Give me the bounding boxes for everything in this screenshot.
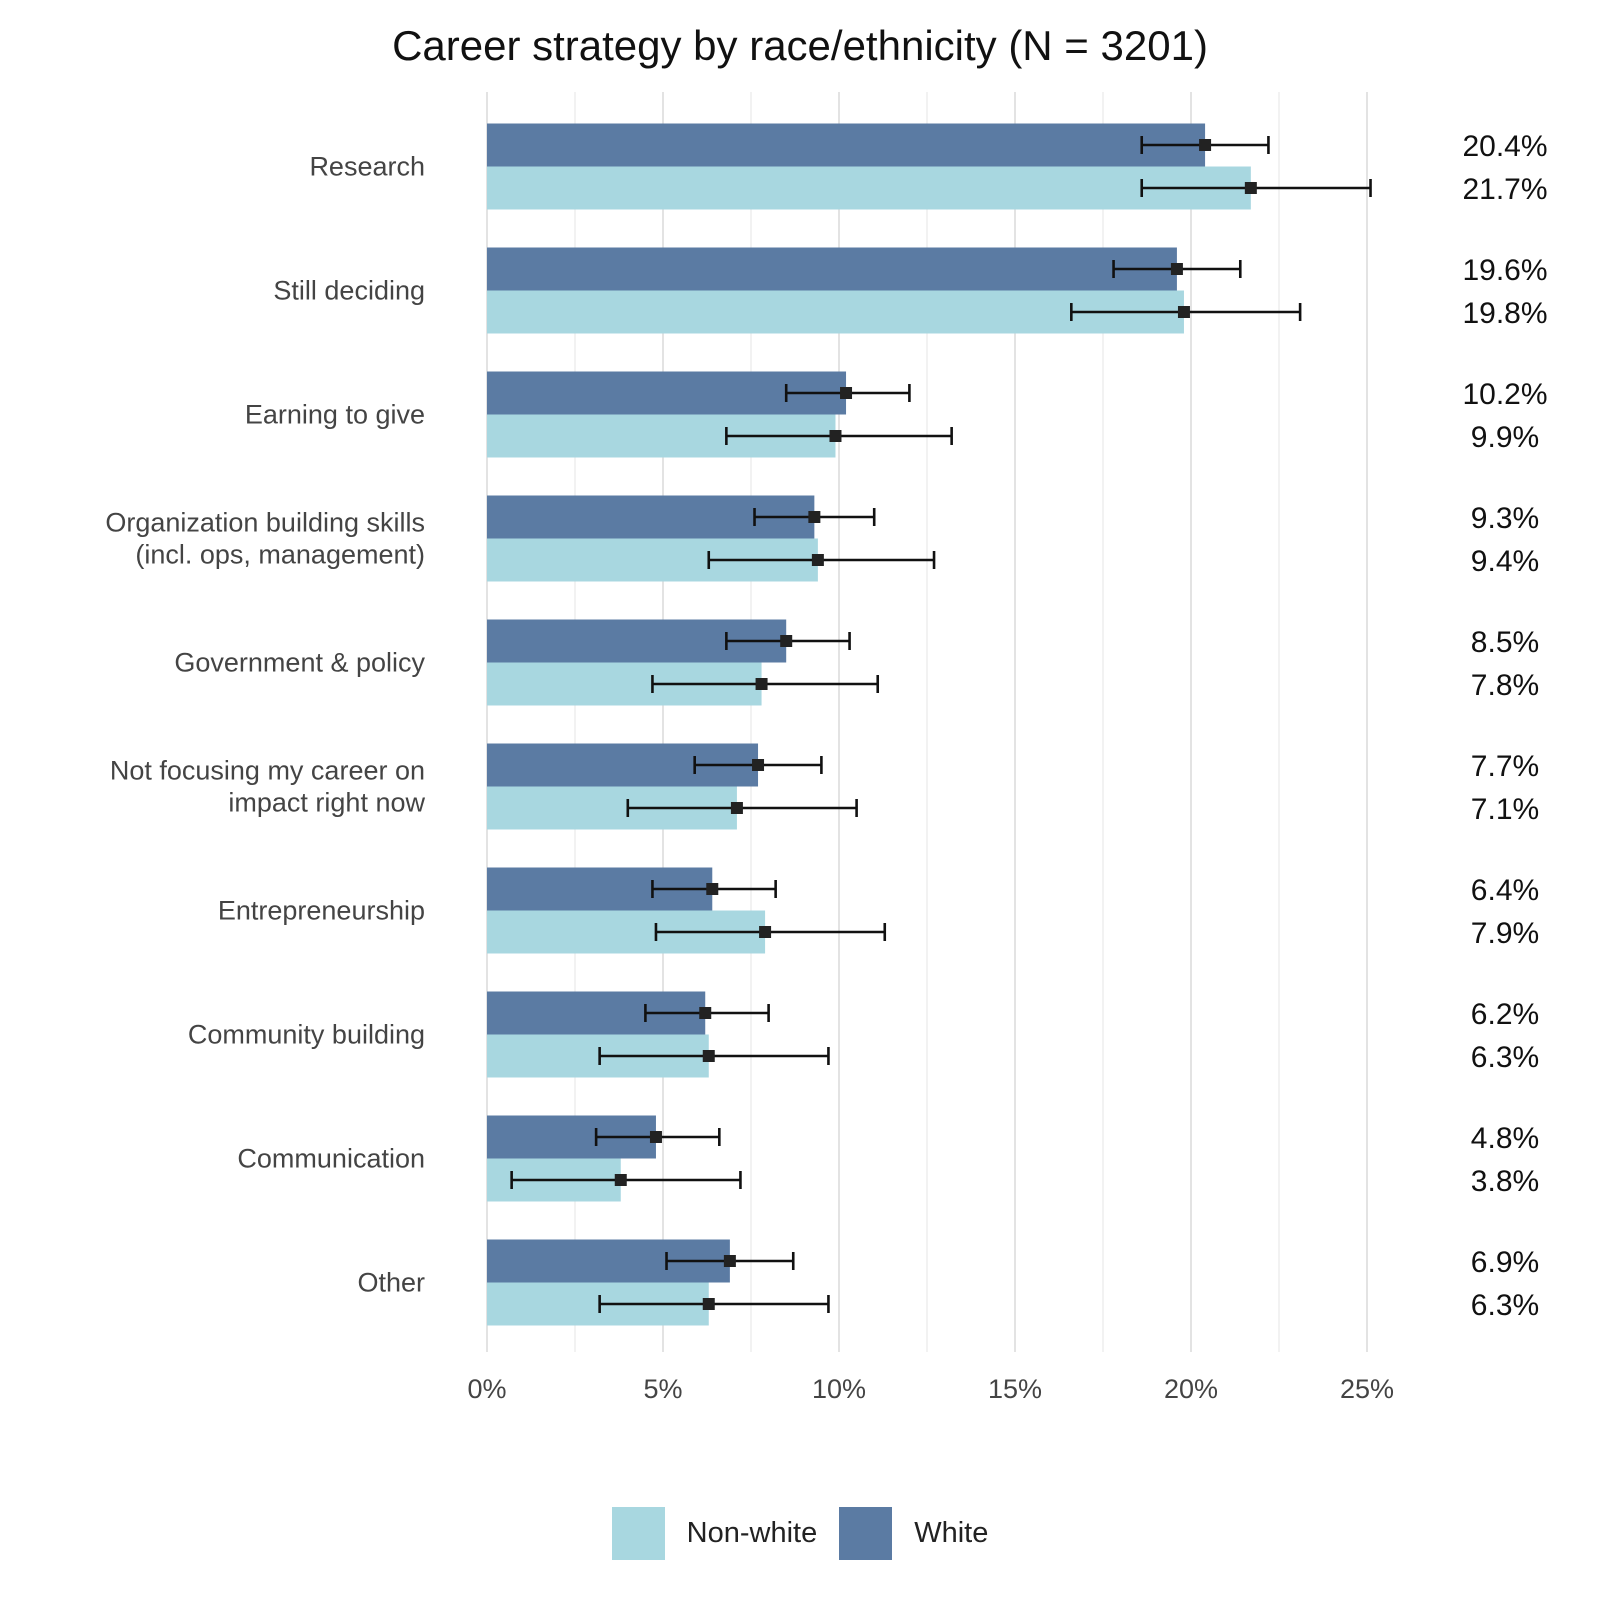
value-label-non-white: 21.7%: [1462, 173, 1547, 206]
point-estimate-white: [1199, 139, 1212, 151]
point-estimate-non-white: [702, 1298, 715, 1310]
value-label-non-white: 7.9%: [1471, 917, 1539, 950]
legend-swatch-non-white: [611, 1506, 665, 1560]
value-label-non-white: 9.4%: [1471, 545, 1539, 578]
value-label-non-white: 6.3%: [1471, 1289, 1539, 1322]
category-label-organization-building-skills-incl-ops-management: Organization building skills (incl. ops, …: [105, 508, 425, 570]
value-label-non-white: 19.8%: [1462, 297, 1547, 330]
point-estimate-white: [649, 1131, 662, 1143]
value-label-white: 4.8%: [1471, 1122, 1539, 1155]
x-tick-label: 5%: [643, 1374, 682, 1404]
value-label-non-white: 9.9%: [1471, 421, 1539, 454]
point-estimate-non-white: [1177, 306, 1190, 318]
point-estimate-non-white: [759, 926, 772, 938]
error-bars: [510, 136, 1372, 1313]
x-tick-label: 15%: [988, 1374, 1042, 1404]
point-estimate-non-white: [829, 430, 842, 442]
value-label-non-white: 7.1%: [1471, 793, 1539, 826]
category-labels: Research Still deciding Earning to give Org…: [105, 152, 425, 1298]
x-tick-label: 20%: [1164, 1374, 1218, 1404]
value-labels: 20.4% 21.7% 19.6% 19.8% 10.2% 9.9% 9.3% 9.4% 8.5…: [1462, 130, 1547, 1322]
category-label-other: Other: [357, 1268, 425, 1298]
value-label-white: 8.5%: [1471, 626, 1539, 659]
point-estimate-non-white: [755, 678, 768, 690]
category-label-research: Research: [309, 152, 425, 182]
point-estimate-non-white: [730, 802, 743, 814]
point-estimate-white: [808, 511, 821, 523]
point-estimate-non-white: [1244, 182, 1257, 194]
bar-white: [487, 247, 1177, 291]
legend-item-white: White: [839, 1506, 989, 1560]
bars: [487, 123, 1251, 1326]
value-label-white: 6.2%: [1471, 998, 1539, 1031]
bar-non-white: [487, 166, 1251, 210]
point-estimate-white: [780, 635, 793, 647]
x-tick-label: 10%: [812, 1374, 866, 1404]
legend-label-non-white: Non-white: [686, 1516, 818, 1549]
legend-swatch-white: [839, 1506, 893, 1560]
value-label-white: 6.4%: [1471, 874, 1539, 907]
value-label-non-white: 6.3%: [1471, 1041, 1539, 1074]
value-label-non-white: 7.8%: [1471, 669, 1539, 702]
value-label-white: 10.2%: [1462, 378, 1547, 411]
value-label-white: 9.3%: [1471, 502, 1539, 535]
x-tick-label: 25%: [1340, 1374, 1394, 1404]
legend-item-non-white: Non-white: [611, 1506, 818, 1560]
legend: Non-white White: [0, 1505, 1600, 1561]
value-label-white: 7.7%: [1471, 750, 1539, 783]
category-label-government-policy: Government & policy: [174, 648, 425, 678]
point-estimate-white: [840, 387, 853, 399]
category-label-not-focusing-my-career-on-impact-right-now: Not focusing my career on impact right no…: [110, 756, 426, 818]
point-estimate-white: [706, 883, 719, 895]
point-estimate-non-white: [702, 1050, 715, 1062]
category-label-communication: Communication: [237, 1144, 425, 1174]
point-estimate-white: [752, 759, 765, 771]
point-estimate-non-white: [811, 554, 824, 566]
chart-title: Career strategy by race/ethnicity (N = 3…: [392, 22, 1208, 69]
point-estimate-white: [699, 1007, 712, 1019]
value-label-white: 20.4%: [1462, 130, 1547, 163]
bar-non-white: [487, 290, 1184, 334]
category-label-entrepreneurship: Entrepreneurship: [218, 896, 425, 926]
category-label-community-building: Community building: [188, 1020, 425, 1050]
x-axis-ticks: 0% 5% 10% 15% 20% 25%: [467, 1374, 1394, 1404]
value-label-white: 6.9%: [1471, 1246, 1539, 1279]
point-estimate-white: [1170, 263, 1183, 275]
point-estimate-white: [723, 1255, 736, 1267]
point-estimate-non-white: [614, 1174, 627, 1186]
bar-white: [487, 123, 1206, 167]
value-label-non-white: 3.8%: [1471, 1165, 1539, 1198]
legend-label-white: White: [914, 1516, 989, 1549]
category-label-earning-to-give: Earning to give: [245, 400, 425, 430]
value-label-white: 19.6%: [1462, 254, 1547, 287]
x-tick-label: 0%: [467, 1374, 506, 1404]
category-label-still-deciding: Still deciding: [273, 276, 425, 306]
